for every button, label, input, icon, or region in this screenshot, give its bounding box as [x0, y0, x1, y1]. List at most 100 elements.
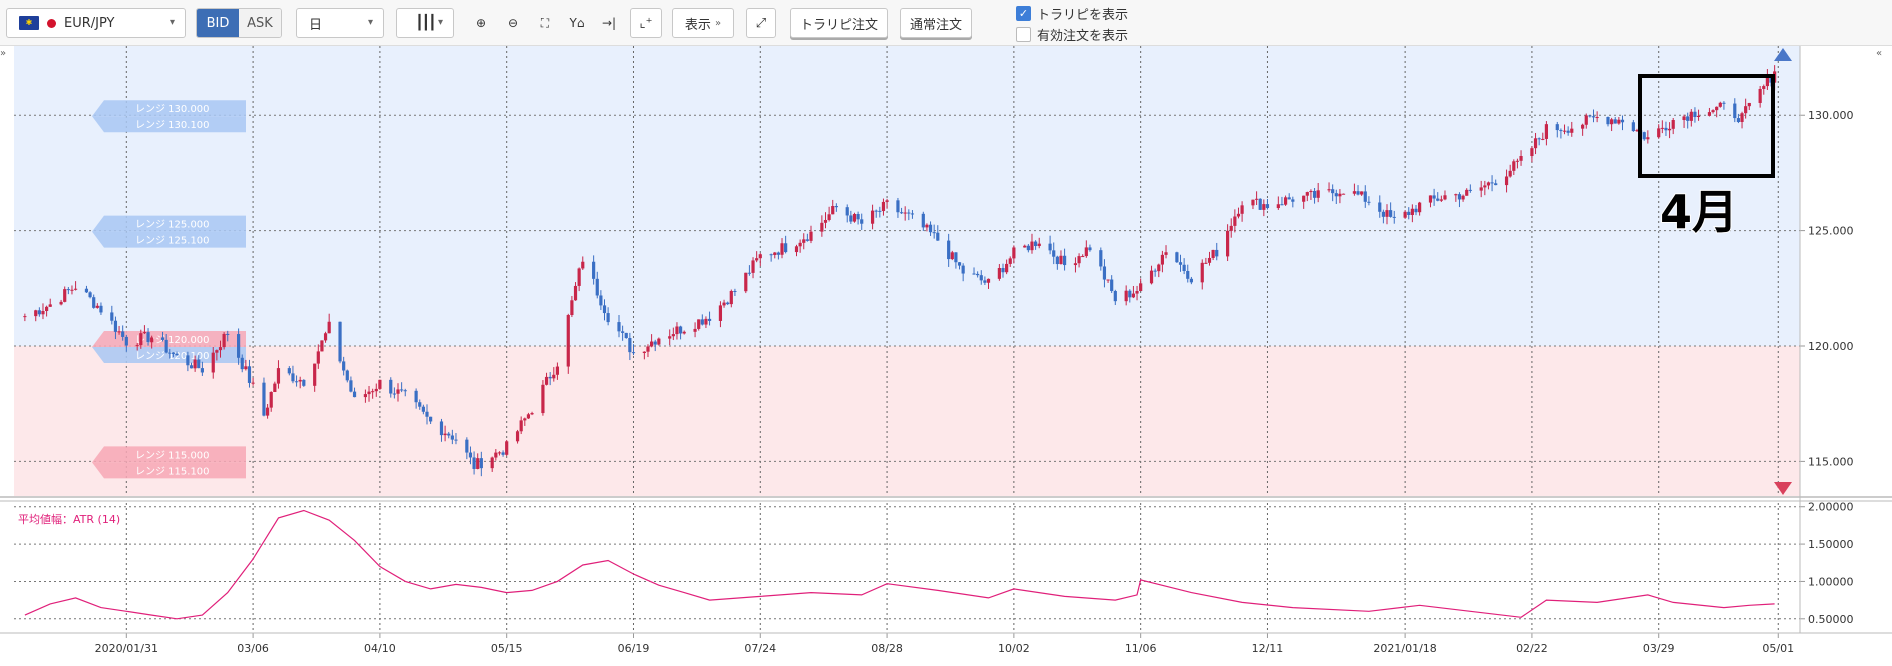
- annotation-label: 4月: [1660, 185, 1738, 239]
- show-trail-checkbox[interactable]: ✓ トラリピを表示: [1016, 4, 1128, 23]
- sidebar-toggle-icon[interactable]: »: [0, 48, 7, 59]
- candle-body: [501, 452, 505, 455]
- candle-body: [1048, 243, 1052, 251]
- candle-body: [1211, 249, 1215, 258]
- range-tag: [92, 116, 246, 133]
- candle-body: [110, 312, 114, 321]
- y-axis-lock-icon[interactable]: Y⌂: [569, 16, 585, 30]
- candle-body: [1128, 290, 1132, 298]
- candle-body: [744, 272, 748, 292]
- candle-body: [1001, 268, 1005, 273]
- candle-body: [273, 383, 277, 393]
- candle-body: [1744, 106, 1748, 114]
- candle-body: [773, 252, 777, 255]
- x-tick-label: 2021/01/18: [1373, 642, 1436, 655]
- zoom-in-icon[interactable]: ⊕: [475, 16, 487, 30]
- y-tick-label: 130.000: [1808, 109, 1854, 122]
- candle-body: [653, 341, 657, 345]
- candle-body: [215, 350, 219, 353]
- candle-body: [1541, 138, 1545, 140]
- candle-body: [1454, 194, 1458, 196]
- sidebar-toggle-right-icon[interactable]: «: [1876, 48, 1883, 59]
- candle-body: [160, 337, 165, 340]
- trail-order-button[interactable]: トラリピ注文: [790, 8, 888, 38]
- candle-body: [1178, 262, 1183, 265]
- candle-body: [1389, 210, 1393, 217]
- candle-body: [1106, 279, 1110, 281]
- candle-body: [1153, 270, 1157, 272]
- candle-body: [269, 392, 273, 408]
- candle-body: [244, 366, 248, 370]
- candle-body: [849, 215, 853, 222]
- candle-body: [733, 290, 737, 292]
- candle-body: [907, 212, 911, 214]
- candle-body: [73, 288, 78, 290]
- candle-body: [1457, 194, 1462, 200]
- scroll-to-latest-icon[interactable]: →|: [601, 16, 617, 30]
- candle-body: [1157, 264, 1161, 272]
- candle-body: [657, 338, 661, 345]
- candle-body: [515, 431, 520, 442]
- candle-body: [302, 379, 306, 386]
- candle-body: [1591, 116, 1596, 118]
- candle-body: [776, 252, 780, 255]
- y-tick-label: 115.000: [1808, 455, 1854, 468]
- candle-body: [222, 333, 226, 348]
- bid-button[interactable]: BID: [197, 9, 239, 37]
- range-label: レンジ 115.000: [135, 450, 210, 461]
- zoom-tools: ⊕ ⊖ ⛶ Y⌂ →|: [466, 8, 624, 38]
- atr-panel: [14, 503, 1800, 630]
- candle-body: [548, 376, 552, 379]
- candle-body: [414, 390, 418, 403]
- candle-body: [631, 352, 636, 354]
- candle-body: [1102, 266, 1107, 280]
- scroll-down-icon[interactable]: [1774, 482, 1792, 495]
- candle-body: [1537, 138, 1541, 140]
- normal-order-button[interactable]: 通常注文: [900, 8, 972, 38]
- scroll-up-icon[interactable]: [1774, 48, 1792, 61]
- ask-button[interactable]: ASK: [239, 9, 281, 37]
- candle-body: [494, 452, 498, 458]
- chevron-down-icon: ▾: [367, 17, 373, 28]
- candle-body: [961, 265, 965, 274]
- candle-body: [925, 224, 929, 228]
- candle-body: [1707, 112, 1712, 116]
- candle-body: [530, 413, 534, 415]
- candle-body: [41, 311, 45, 315]
- candle-body: [1352, 191, 1357, 194]
- candle-body: [403, 390, 407, 392]
- candle-body: [95, 305, 99, 308]
- candle-body: [874, 210, 878, 212]
- chart-type-select[interactable]: ┃┃┃ ▾: [396, 8, 454, 38]
- fullscreen-button[interactable]: ⤢: [746, 8, 776, 38]
- candle-body: [1005, 263, 1009, 273]
- symbol-select[interactable]: ✱ EUR/JPY ▾: [6, 8, 186, 38]
- candle-body: [1584, 115, 1588, 125]
- timeframe-select[interactable]: 日 ▾: [296, 8, 384, 38]
- x-tick-label: 07/24: [744, 642, 776, 655]
- candlestick-series: [23, 65, 1777, 477]
- candle-body: [621, 331, 625, 333]
- candle-body: [1689, 111, 1693, 121]
- show-active-checkbox[interactable]: 有効注文を表示: [1016, 25, 1128, 44]
- candle-body: [1439, 199, 1443, 201]
- candle-body: [150, 337, 154, 343]
- indicator-button[interactable]: ⌞⁺: [630, 8, 662, 38]
- candle-body: [1186, 271, 1190, 279]
- candle-body: [439, 421, 444, 436]
- candle-body: [121, 331, 125, 337]
- display-menu[interactable]: 表示 »: [672, 8, 734, 38]
- candle-body: [124, 336, 128, 346]
- candle-body: [465, 439, 469, 453]
- zoom-out-icon[interactable]: ⊖: [507, 16, 519, 30]
- candle-body: [986, 278, 991, 283]
- candle-body: [1258, 198, 1262, 210]
- candle-body: [1414, 208, 1418, 213]
- fit-icon[interactable]: ⛶: [540, 15, 550, 30]
- candle-body: [628, 338, 632, 353]
- candle-body: [1331, 189, 1335, 194]
- candle-body: [313, 363, 317, 386]
- x-tick-label: 02/22: [1516, 642, 1548, 655]
- candle-body: [66, 289, 70, 291]
